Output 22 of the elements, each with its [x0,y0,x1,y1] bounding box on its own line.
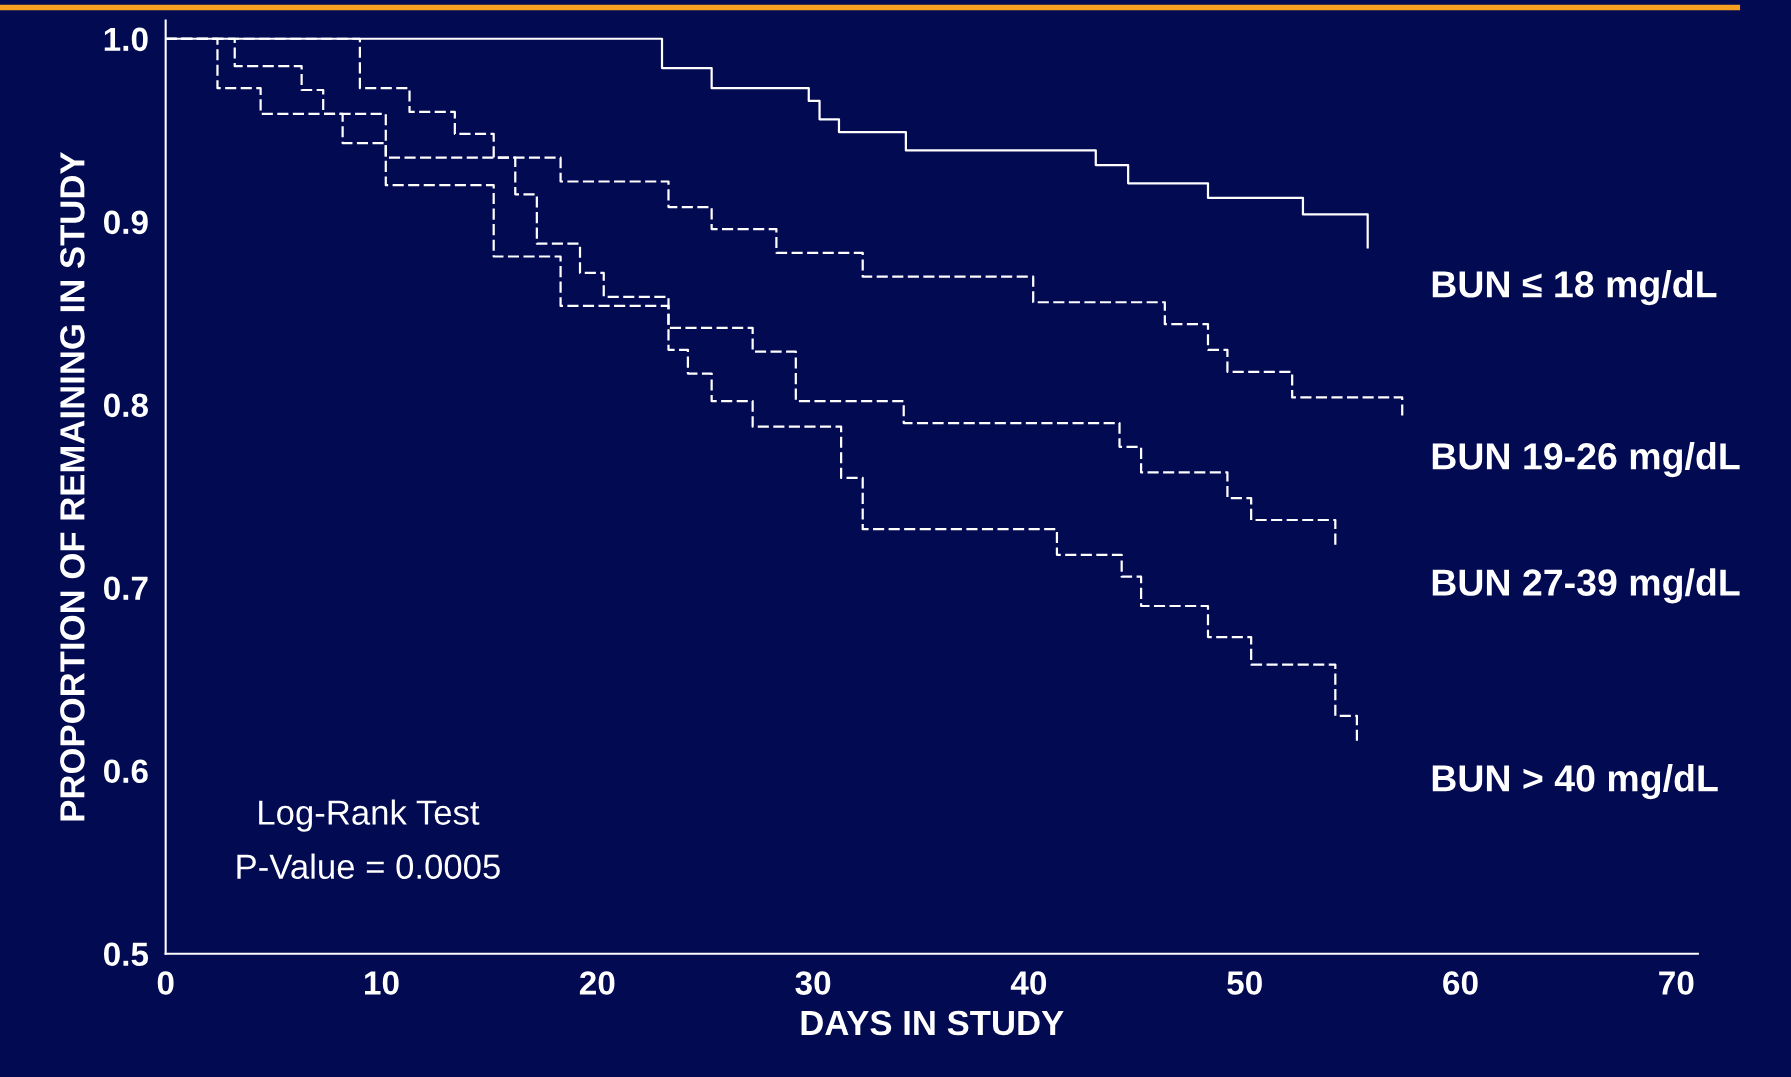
series-label: BUN ≤ 18 mg/dL [1432,270,1717,306]
x-tick-label: 70 [1659,971,1694,995]
x-axis-title: DAYS IN STUDY [801,1010,1064,1036]
text: BUN 27-39 mg/dL [1432,568,1740,604]
y-tick-label: 0.6 [103,759,148,784]
text: BUN > 40 mg/dL [1432,764,1718,800]
x-tick-label: 50 [1227,971,1262,995]
x-tick-label: 20 [579,971,615,995]
y-tick-label: 0.8 [103,393,148,418]
x-tick-label: 10 [365,971,399,995]
x-tick-label: 60 [1443,971,1478,995]
x-tick-label: 40 [1010,971,1047,995]
y-axis-title: PROPORTION OF REMAINING IN STUDY [60,151,85,821]
series-label: BUN 19-26 mg/dL [1432,442,1740,478]
annotation: Log-Rank Test [259,799,480,832]
y-tick-label: 0.5 [103,942,149,967]
x-tick-label: 30 [795,971,831,995]
y-tick-label: 0.7 [103,576,148,601]
annotation: P-Value = 0.0005 [237,853,500,880]
x-tick-label: 0 [157,971,174,995]
y-tick-label: 0.9 [103,210,148,235]
y-tick-label: 1.0 [104,27,148,52]
